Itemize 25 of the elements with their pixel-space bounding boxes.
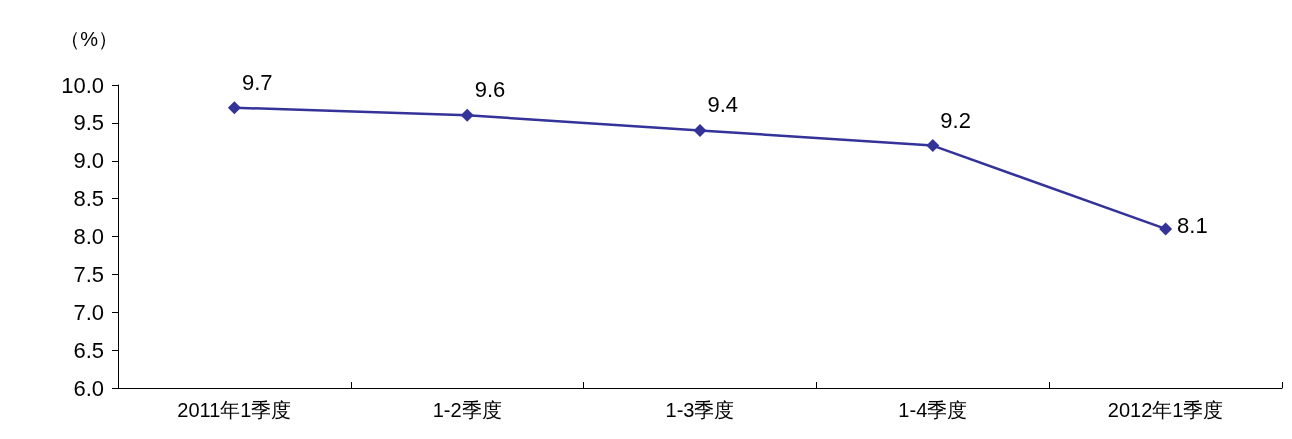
- y-tick-label: 6.0: [73, 375, 104, 401]
- y-tick-label: 7.5: [73, 261, 104, 287]
- y-tick-label: 6.5: [73, 337, 104, 363]
- x-tick-label: 1-2季度: [432, 399, 502, 421]
- data-label: 9.2: [940, 107, 971, 133]
- y-tick-label: 8.5: [73, 186, 104, 212]
- y-tick-label: 9.5: [73, 110, 104, 136]
- y-tick-label: 10.0: [61, 72, 104, 98]
- y-tick-label: 7.0: [73, 299, 104, 325]
- point: [926, 139, 940, 153]
- point: [693, 123, 707, 137]
- x-tick-label: 1-3季度: [665, 399, 735, 421]
- point: [460, 108, 474, 122]
- data-label: 9.6: [474, 77, 506, 103]
- x-tick-label: 1-4季度: [898, 399, 968, 421]
- data-label: 9.7: [241, 69, 273, 95]
- y-axis-title: （%）: [60, 28, 118, 50]
- y-tick-label: 8.0: [73, 224, 104, 249]
- x-tick-label: 2011年1季度: [177, 399, 292, 421]
- data-label: 8.1: [1177, 212, 1208, 238]
- point: [227, 101, 241, 115]
- y-tick-label: 9.0: [73, 148, 104, 174]
- data-label: 9.4: [707, 92, 739, 118]
- x-tick-label: 2012年1季度: [1107, 399, 1224, 421]
- point: [1159, 222, 1173, 236]
